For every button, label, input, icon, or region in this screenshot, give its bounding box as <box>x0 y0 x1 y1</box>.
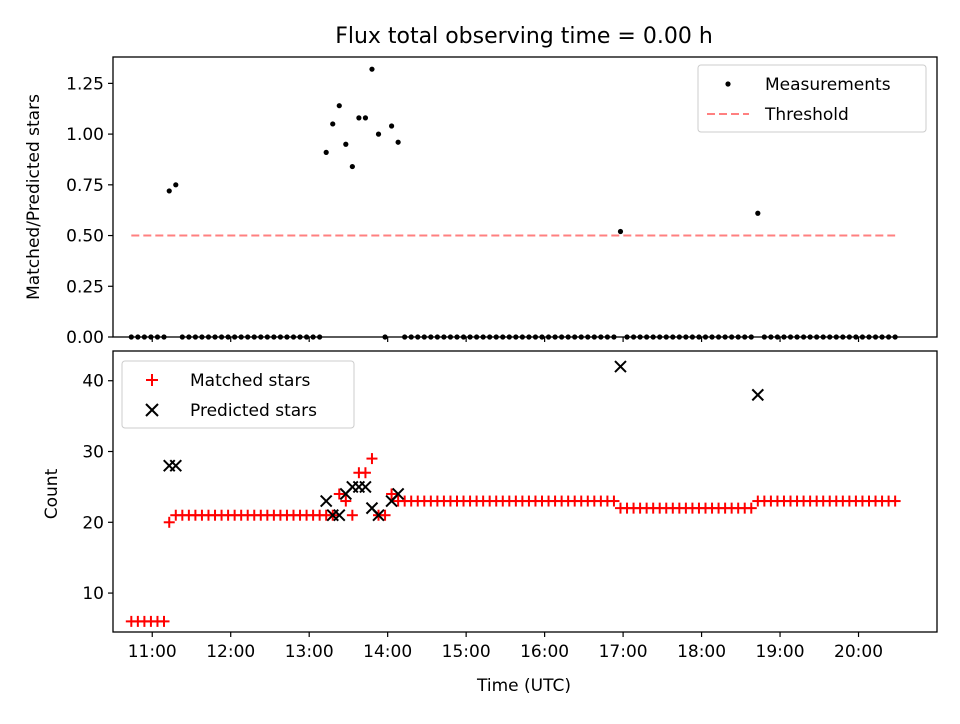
bottom-y-tick-label: 40 <box>82 372 104 392</box>
matched-star-point <box>340 495 352 507</box>
x-tick-label: 19:00 <box>756 642 805 662</box>
top-y-tick-label: 1.25 <box>66 74 104 94</box>
bottom-legend: Matched stars Predicted stars <box>121 360 355 429</box>
matched-star-point <box>366 453 378 465</box>
x-tick-label: 13:00 <box>285 642 334 662</box>
legend-matched-label: Matched stars <box>190 371 310 391</box>
top-y-tick-label: 0.00 <box>66 328 104 348</box>
bottom-y-tick-label: 10 <box>82 584 104 604</box>
x-tick-label: 18:00 <box>677 642 726 662</box>
predicted-star-point <box>372 509 385 522</box>
predicted-star-point <box>319 494 333 508</box>
figure-title: Flux total observing time = 0.00 h <box>335 24 713 49</box>
x-tick-label: 20:00 <box>834 642 883 662</box>
top-y-tick-label: 1.00 <box>66 125 104 145</box>
predicted-star-point <box>169 459 182 472</box>
legend-measurements-marker <box>725 81 731 87</box>
predicted-star-point <box>359 480 372 494</box>
matched-star-point <box>346 509 358 521</box>
legend-predicted-marker <box>145 403 159 417</box>
measurement-point <box>166 188 172 194</box>
legend-measurements-label: Measurements <box>765 75 891 95</box>
predicted-star-point <box>333 509 346 522</box>
bottom-plot-area <box>125 360 901 627</box>
bottom-y-axis-label: Count <box>42 468 62 519</box>
top-legend: Measurements Threshold <box>697 64 927 133</box>
legend-predicted-label: Predicted stars <box>190 401 317 421</box>
top-axes-frame <box>112 56 938 338</box>
matched-star-point <box>359 467 371 479</box>
bottom-axes-frame <box>112 350 938 633</box>
measurement-point <box>362 115 369 121</box>
top-y-tick-label: 0.75 <box>66 176 104 196</box>
bottom-y-tick-label: 20 <box>82 513 104 533</box>
measurement-point <box>349 163 355 170</box>
predicted-star-point <box>614 360 627 373</box>
top-legend-box <box>697 64 927 133</box>
matched-star-point <box>745 502 757 514</box>
top-x-ticks <box>151 337 860 342</box>
top-y-ticks: 0.00 0.25 0.50 0.75 1.00 1.25 <box>66 74 113 348</box>
top-y-axis-label: Matched/Predicted stars <box>24 94 44 300</box>
matched-star-point <box>608 495 620 507</box>
bottom-legend-box <box>121 360 355 429</box>
predicted-star-point <box>751 388 765 402</box>
x-tick-label: 14:00 <box>363 642 412 662</box>
measurement-point <box>173 182 179 188</box>
top-y-tick-label: 0.50 <box>66 227 104 247</box>
measurement-point <box>336 103 342 109</box>
measurement-point <box>343 141 349 147</box>
measurement-point <box>375 131 382 137</box>
matched-star-point <box>333 488 345 500</box>
measurement-point <box>323 149 329 155</box>
x-tick-label: 16:00 <box>520 642 569 662</box>
measurement-point <box>369 66 375 72</box>
predicted-star-point <box>391 487 405 501</box>
legend-matched-marker <box>146 374 158 386</box>
top-y-tick-label: 0.25 <box>66 277 104 297</box>
x-tick-label: 17:00 <box>599 642 648 662</box>
matched-star-point <box>158 615 170 627</box>
matched-star-point <box>889 495 901 507</box>
matched-star-point <box>379 509 391 521</box>
measurement-point <box>330 121 336 127</box>
x-tick-label: 12:00 <box>206 642 255 662</box>
measurement-point <box>617 228 624 235</box>
x-tick-label: 15:00 <box>442 642 491 662</box>
x-tick-label: 11:00 <box>128 642 177 662</box>
bottom-x-ticks: 11:00 12:00 13:00 14:00 15:00 16:00 17:00 18:00… <box>128 632 883 662</box>
measurement-point <box>395 139 401 145</box>
measurement-point <box>755 210 761 216</box>
bottom-y-tick-label: 30 <box>82 443 104 463</box>
x-axis-label: Time (UTC) <box>476 676 571 696</box>
top-panel: 0.00 0.25 0.50 0.75 1.00 1.25 Matched/Predict… <box>24 56 938 348</box>
matched-star-point <box>386 488 398 500</box>
legend-threshold-label: Threshold <box>764 105 849 125</box>
measurement-point <box>356 115 362 121</box>
measurement-point <box>388 123 395 129</box>
bottom-y-ticks: 10 20 30 40 <box>82 372 113 604</box>
matched-star-point <box>163 516 175 528</box>
